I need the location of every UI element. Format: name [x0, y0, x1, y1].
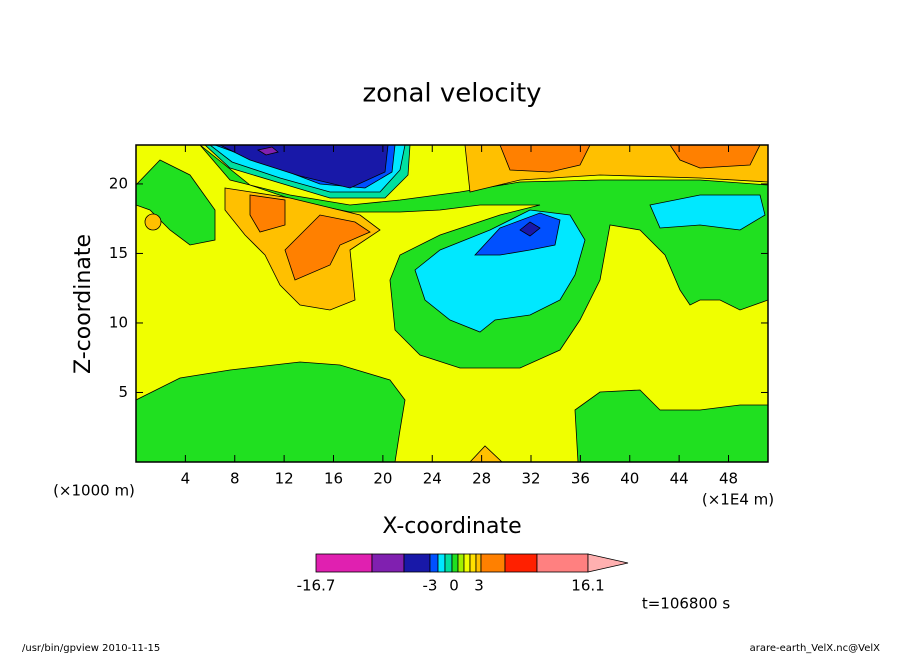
y-tick-label: 15: [109, 244, 128, 262]
contour-region: [469, 445, 503, 462]
chart-title: zonal velocity: [362, 79, 541, 109]
contour-region: [649, 194, 766, 231]
contour-region: [136, 361, 406, 462]
contour-region: [574, 389, 768, 462]
x-tick-label: 28: [472, 470, 491, 488]
y-axis-label: Z-coordinate: [71, 234, 96, 374]
colorbar-tick-label: -3: [423, 577, 438, 595]
colorbar-extension: [587, 553, 629, 573]
y-tick-label: 20: [109, 174, 128, 192]
colorbar-segment: [475, 553, 482, 573]
colorbar-segment: [457, 553, 465, 573]
footer-left: /usr/bin/gpview 2010-11-15: [22, 643, 160, 654]
time-annotation: t=106800 s: [642, 595, 730, 613]
colorbar-segment: [315, 553, 373, 573]
contour-region: [284, 214, 371, 281]
contour-region: [136, 159, 216, 246]
colorbar-segment: [469, 553, 477, 573]
colorbar-segment: [480, 553, 506, 573]
x-tick-label: 48: [719, 470, 738, 488]
colorbar-tick-label: 0: [449, 577, 459, 595]
contour-region: [249, 194, 286, 233]
colorbar-segment: [536, 553, 589, 573]
x-tick-label: 4: [181, 470, 191, 488]
x-tick-label: 36: [571, 470, 590, 488]
x-axis-label: X-coordinate: [382, 514, 521, 539]
colorbar-tick-label: -16.7: [297, 577, 336, 595]
contour-region: [144, 213, 162, 231]
colorbar-segment: [504, 553, 538, 573]
x-tick-label: 44: [670, 470, 689, 488]
colorbar-tick-label: 16.1: [571, 577, 604, 595]
x-tick-label: 24: [423, 470, 442, 488]
contour-region: [474, 212, 561, 256]
x-tick-label: 40: [620, 470, 639, 488]
x-tick-label: 20: [373, 470, 392, 488]
x-tick-label: 8: [230, 470, 240, 488]
contour-region: [499, 145, 591, 173]
x-tick-label: 16: [324, 470, 343, 488]
colorbar-segment: [371, 553, 405, 573]
x-tick-label: 12: [275, 470, 294, 488]
footer-right: arare-earth_VelX.nc@VelX: [750, 643, 881, 654]
y-unit: (×1000 m): [53, 482, 135, 500]
contour-region: [219, 145, 389, 189]
contour-region: [519, 221, 541, 237]
colorbar-segment: [444, 553, 453, 573]
contour-field: [136, 145, 768, 462]
colorbar-segment: [437, 553, 446, 573]
contour-region: [256, 146, 279, 156]
colorbar-segment: [463, 553, 471, 573]
y-tick-label: 10: [109, 313, 128, 331]
colorbar-segment: [403, 553, 431, 573]
contour-region: [669, 145, 761, 169]
colorbar-tick-label: 3: [474, 577, 484, 595]
colorbar-segment: [451, 553, 459, 573]
x-tick-label: 32: [521, 470, 540, 488]
plot-frame: [135, 144, 769, 463]
colorbar-segment: [429, 553, 439, 573]
y-tick-label: 5: [118, 383, 128, 401]
x-unit: (×1E4 m): [702, 491, 774, 509]
